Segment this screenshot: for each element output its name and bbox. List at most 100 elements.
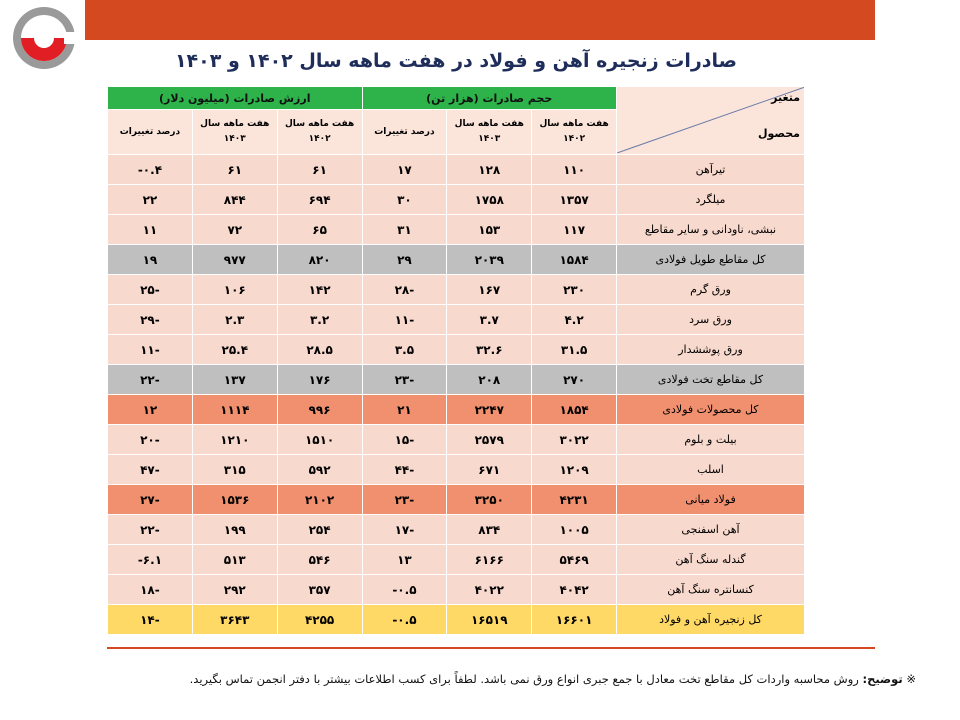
cell-value: ۱۵۱۰: [304, 432, 335, 447]
cell: ۱۷۵۸: [446, 184, 533, 215]
cell: ۳۱: [361, 214, 448, 245]
sub-header: هفت ماهه سال ۱۴۰۲: [531, 109, 617, 155]
cell-value: ۱۳۷: [223, 372, 246, 387]
cell-value: ۲۵۴: [308, 522, 331, 537]
cell-value: ۲۳۰: [563, 282, 586, 297]
cell: ۱۱۰: [531, 154, 617, 185]
cell-value: ۱۱-: [140, 342, 160, 357]
cell: ۴۴-: [361, 454, 448, 485]
cell-value: ۱۵۳: [478, 222, 501, 237]
cell-value: ۱۲: [142, 402, 158, 417]
cell: -۰.۴: [107, 154, 193, 185]
cell-value: ۸۴۴: [223, 192, 246, 207]
cell-value: ۲.۳: [225, 312, 245, 327]
row-label: کل زنجیره آهن و فولاد: [616, 604, 805, 635]
cell-value: ۵۴۶۹: [559, 552, 589, 567]
cell-value: ۱۱۰: [563, 162, 586, 177]
cell: ۳.۲: [276, 304, 363, 335]
cell: ۲۷۰: [531, 364, 617, 395]
cell: ۱۹۹: [191, 514, 278, 545]
cell: ۲۵-: [107, 274, 193, 305]
cell: ۱۳: [361, 544, 448, 575]
cell-value: ۲۹: [397, 252, 412, 267]
row-label: نبشی، ناودانی و سایر مقاطع: [616, 214, 805, 245]
row-label: آهن اسفنجی: [616, 514, 805, 545]
cell-value: ۲۱: [397, 402, 412, 417]
cell-value: ۱۹: [142, 252, 158, 267]
cell: ۱۵۸۴: [531, 244, 617, 275]
cell: ۱۱-: [107, 334, 193, 365]
cell: ۴۲۵۵: [276, 604, 363, 635]
cell-value: ۴۰۲۲: [474, 582, 504, 597]
cell: ۴۷-: [107, 454, 193, 485]
row-label: کل محصولات فولادی: [616, 394, 805, 425]
row-label: تیرآهن: [616, 154, 805, 185]
cell-value: ۲۳-: [394, 372, 415, 387]
cell: ۸۲۰: [276, 244, 363, 275]
cell: ۳۵۷: [276, 574, 363, 605]
cell: ۷۲: [191, 214, 278, 245]
cell: ۱۵۱۰: [276, 424, 363, 455]
row-label: اسلب: [616, 454, 805, 485]
cell: ۲۵۴: [276, 514, 363, 545]
cell-value: ۵۱۳: [223, 552, 246, 567]
cell-value: ۴۲۵۵: [304, 612, 335, 627]
cell-value: ۱۴۲: [308, 282, 331, 297]
top-bar: [85, 0, 875, 40]
cell: ۲۰۸: [446, 364, 533, 395]
cell-value: ۴۴-: [394, 462, 415, 477]
row-label: ورق سرد: [616, 304, 805, 335]
cell: ۲۲: [107, 184, 193, 215]
cell-value: ۲۲: [142, 192, 158, 207]
cell: ۱۳۵۷: [531, 184, 617, 215]
cell-value: ۳۲.۶: [475, 342, 503, 357]
cell: ۲۸-: [361, 274, 448, 305]
cell: ۸۳۴: [446, 514, 533, 545]
sub-header: هفت ماهه سال ۱۴۰۳: [191, 109, 278, 155]
data-table: متغیر محصول حجم صادرات (هزار تن) ارزش صا…: [107, 86, 805, 635]
cell-value: ۱۰۶: [223, 282, 246, 297]
corner-bottom: محصول: [757, 127, 800, 140]
table-row: ورق گرم ۲۳۰ ۱۶۷ ۲۸- ۱۴۲ ۱۰۶ ۲۵-: [107, 274, 805, 305]
cell-value: ۲۸-: [394, 282, 415, 297]
cell: ۱۰۰۵: [531, 514, 617, 545]
cell: ۱۷-: [361, 514, 448, 545]
cell-value: ۲۹۲: [223, 582, 246, 597]
cell-value: ۱۶۵۱۹: [470, 612, 508, 627]
title: صادرات زنجیره آهن و فولاد در هفت ماهه سا…: [174, 50, 738, 72]
table-row: کل مقاطع طویل فولادی ۱۵۸۴ ۲۰۳۹ ۲۹ ۸۲۰ ۹۷۷ ۱۹: [107, 244, 805, 275]
cell-value: ۱۲۱۰: [220, 432, 250, 447]
cell: ۲۱: [361, 394, 448, 425]
group-header: ارزش صادرات (میلیون دلار): [107, 86, 363, 110]
table-row: اسلب ۱۲۰۹ ۶۷۱ ۴۴- ۵۹۲ ۳۱۵ ۴۷-: [107, 454, 805, 485]
cell: ۹۹۶: [276, 394, 363, 425]
cell-value: ۱۹۹: [223, 522, 246, 537]
cell-value: ۴۲۳۱: [559, 492, 589, 507]
cell-value: -۰.۵: [392, 582, 417, 597]
cell: ۴۰۴۲: [531, 574, 617, 605]
cell: ۲۸.۵: [276, 334, 363, 365]
note-marker: ※: [906, 672, 916, 686]
cell: ۳۱۵: [191, 454, 278, 485]
cell-value: ۶۱: [227, 162, 243, 177]
cell-value: ۱۰۰۵: [559, 522, 589, 537]
cell: ۲۳-: [361, 484, 448, 515]
cell: ۱۸-: [107, 574, 193, 605]
cell-value: ۳.۲: [309, 312, 330, 327]
cell-value: ۲۵-: [140, 282, 160, 297]
table-row: آهن اسفنجی ۱۰۰۵ ۸۳۴ ۱۷- ۲۵۴ ۱۹۹ ۲۲-: [107, 514, 805, 545]
cell: ۱۳۷: [191, 364, 278, 395]
cell-value: ۷۲: [227, 222, 243, 237]
cell: ۳۶۴۳: [191, 604, 278, 635]
cell: ۱۵-: [361, 424, 448, 455]
cell-value: ۵۹۲: [308, 462, 331, 477]
note: ※ توضیح: روش محاسبه واردات کل مقاطع تخت …: [190, 672, 916, 686]
cell: ۹۷۷: [191, 244, 278, 275]
cell: ۱۵۳: [446, 214, 533, 245]
row-label: کل مقاطع تخت فولادی: [616, 364, 805, 395]
note-text: روش محاسبه واردات کل مقاطع تخت معادل با …: [189, 672, 859, 686]
cell: ۱۲: [107, 394, 193, 425]
cell-value: ۲۰۸: [478, 372, 501, 387]
cell: ۶۷۱: [446, 454, 533, 485]
